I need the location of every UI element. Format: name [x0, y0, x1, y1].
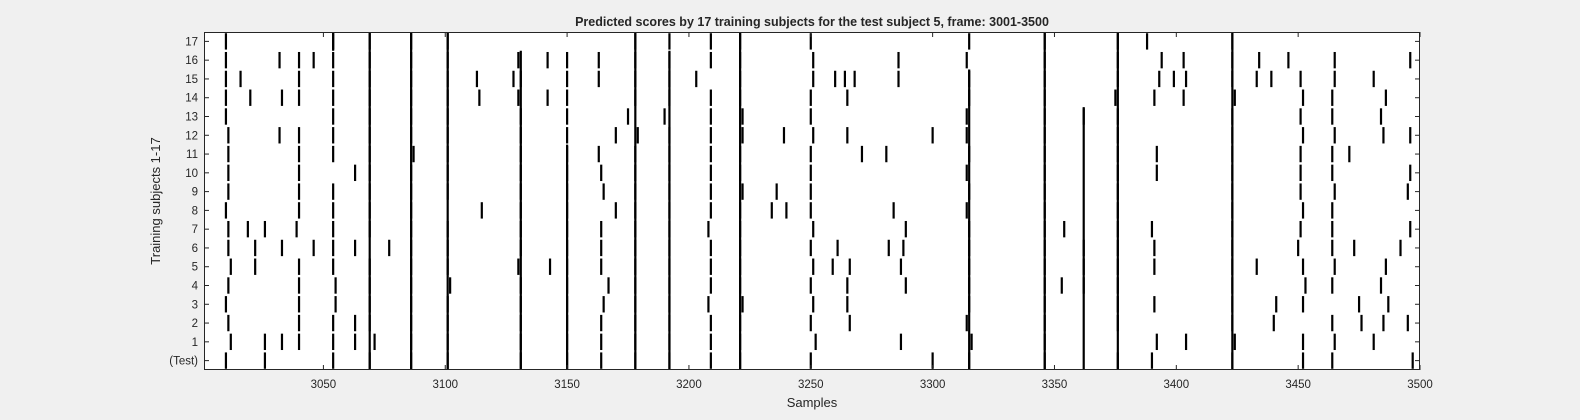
x-tick-label: 3200: [676, 379, 702, 391]
y-tick-label: 1: [192, 337, 198, 349]
y-tick-label: 15: [185, 74, 198, 86]
x-tick-label: 3300: [920, 379, 946, 391]
y-tick-label: 13: [185, 112, 198, 124]
x-tick-label: 3350: [1042, 379, 1068, 391]
y-tick-label: 3: [192, 299, 198, 311]
x-tick-label: 3250: [798, 379, 824, 391]
y-tick-label: 4: [192, 281, 199, 293]
x-tick-label: 3500: [1407, 379, 1433, 391]
y-tick-label: 10: [185, 168, 198, 180]
axes-frame: [204, 32, 1420, 370]
x-tick-label: 3400: [1164, 379, 1190, 391]
axes-background: [204, 32, 1420, 370]
x-tick-label: 3050: [311, 379, 337, 391]
y-tick-label: (Test): [169, 356, 198, 368]
y-tick-label: 8: [192, 205, 198, 217]
y-tick-label: 6: [192, 243, 198, 255]
x-tick-label: 3150: [554, 379, 580, 391]
y-tick-label: 14: [185, 93, 198, 105]
chart-title: Predicted scores by 17 training subjects…: [575, 15, 1049, 29]
y-tick-label: 11: [186, 149, 198, 161]
x-tick-label: 3100: [432, 379, 458, 391]
y-axis-label: Training subjects 1-17: [148, 137, 163, 264]
y-tick-label: 16: [185, 55, 198, 67]
y-tick-label: 12: [185, 130, 198, 142]
event-marks: [224, 32, 1414, 370]
x-axis-label: Samples: [787, 395, 838, 410]
y-tick-label: 17: [185, 36, 198, 48]
x-tick-label: 3450: [1285, 379, 1311, 391]
y-tick-label: 2: [192, 318, 198, 330]
y-tick-label: 5: [192, 262, 198, 274]
y-tick-label: 9: [192, 187, 198, 199]
y-tick-label: 7: [192, 224, 198, 236]
